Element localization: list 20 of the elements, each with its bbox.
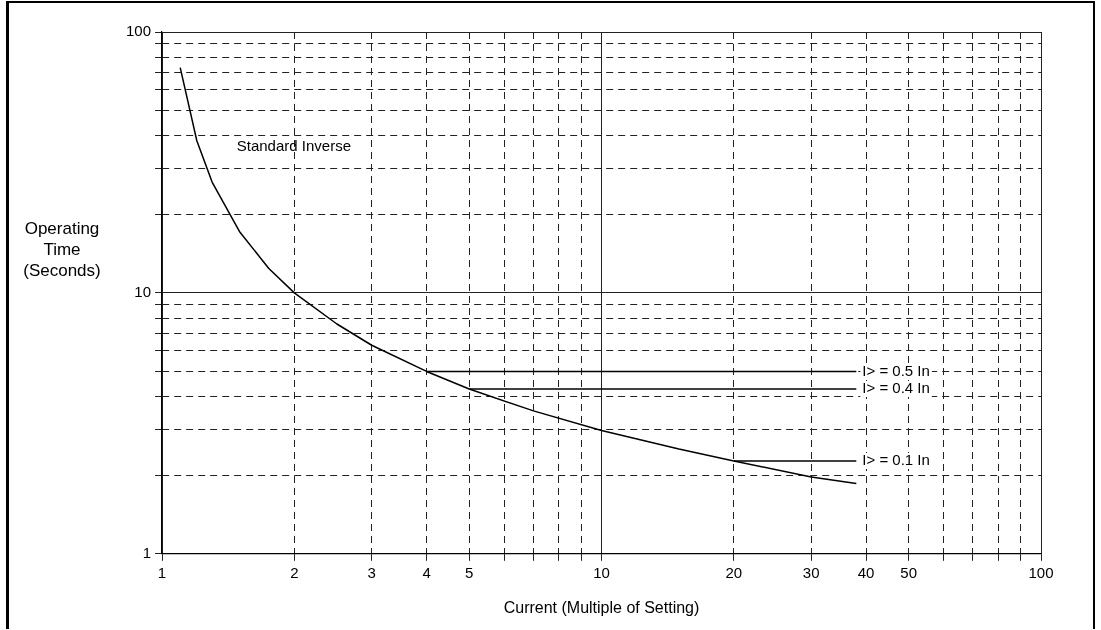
x-axis-title: Current (Multiple of Setting) bbox=[503, 598, 700, 616]
x-tick-label: 100 bbox=[1028, 563, 1054, 581]
x-tick-label: 4 bbox=[422, 563, 431, 581]
x-tick-label: 40 bbox=[857, 563, 875, 581]
x-tick-label: 2 bbox=[290, 563, 299, 581]
x-tick-label: 5 bbox=[465, 563, 474, 581]
y-axis-title: Operating Time (Seconds) bbox=[22, 218, 102, 281]
x-tick-label: 3 bbox=[367, 563, 376, 581]
x-tick-label: 50 bbox=[900, 563, 918, 581]
x-tick-label: 30 bbox=[802, 563, 820, 581]
series-label: I> = 0.5 In bbox=[862, 361, 930, 379]
x-tick-label: 1 bbox=[157, 563, 167, 581]
y-tick-label: 1 bbox=[142, 543, 152, 561]
y-tick-label: 10 bbox=[134, 283, 152, 301]
y-tick-label: 100 bbox=[126, 22, 152, 40]
series-label: I> = 0.1 In bbox=[862, 451, 930, 469]
series-label: I> = 0.4 In bbox=[862, 379, 930, 397]
annotation: Standard Inverse bbox=[236, 136, 351, 154]
x-tick-label: 20 bbox=[725, 563, 743, 581]
x-tick-label: 10 bbox=[593, 563, 610, 581]
